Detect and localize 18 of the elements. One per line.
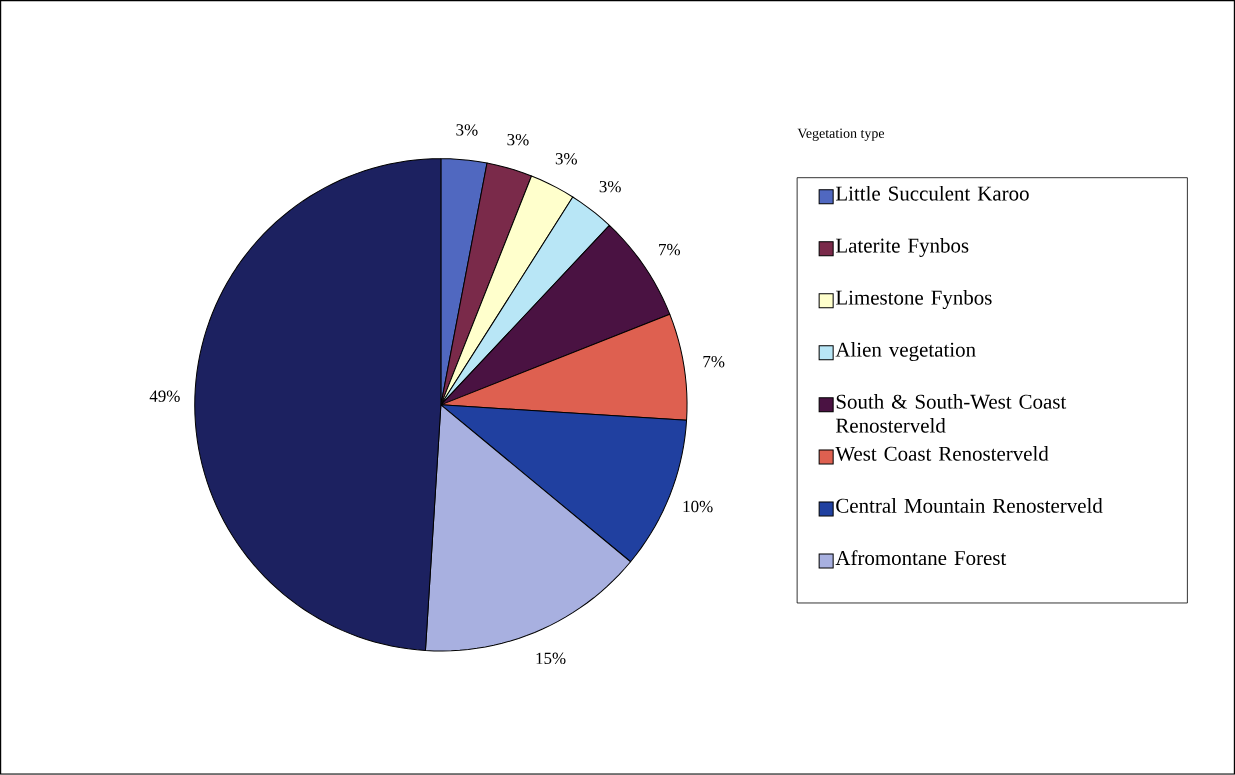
legend-label: South & South-West Coast Renosterveld — [835, 394, 1067, 433]
data-label: 10% — [683, 500, 713, 513]
data-label: 3% — [507, 134, 529, 146]
data-label: 7% — [703, 356, 725, 368]
legend-label: Laterite Fynbos — [835, 238, 969, 258]
legend-title: Vegetation type — [797, 128, 885, 141]
data-label: 3% — [599, 181, 621, 193]
legend-label: Limestone Fynbos — [835, 290, 992, 310]
legend-label: Little Succulent Karoo — [835, 186, 1029, 201]
data-label: 49% — [149, 390, 180, 403]
legend-label: Alien vegetation — [835, 342, 976, 362]
legend-label: Afromontane Forest — [835, 550, 1007, 566]
data-label: 3% — [555, 153, 577, 165]
data-label: 3% — [456, 124, 478, 136]
legend-label: Central Mountain Renosterveld — [836, 498, 1103, 513]
data-label: 7% — [659, 244, 681, 256]
data-label: 15% — [536, 652, 566, 665]
legend-label: West Coast Renosterveld — [835, 446, 1049, 462]
